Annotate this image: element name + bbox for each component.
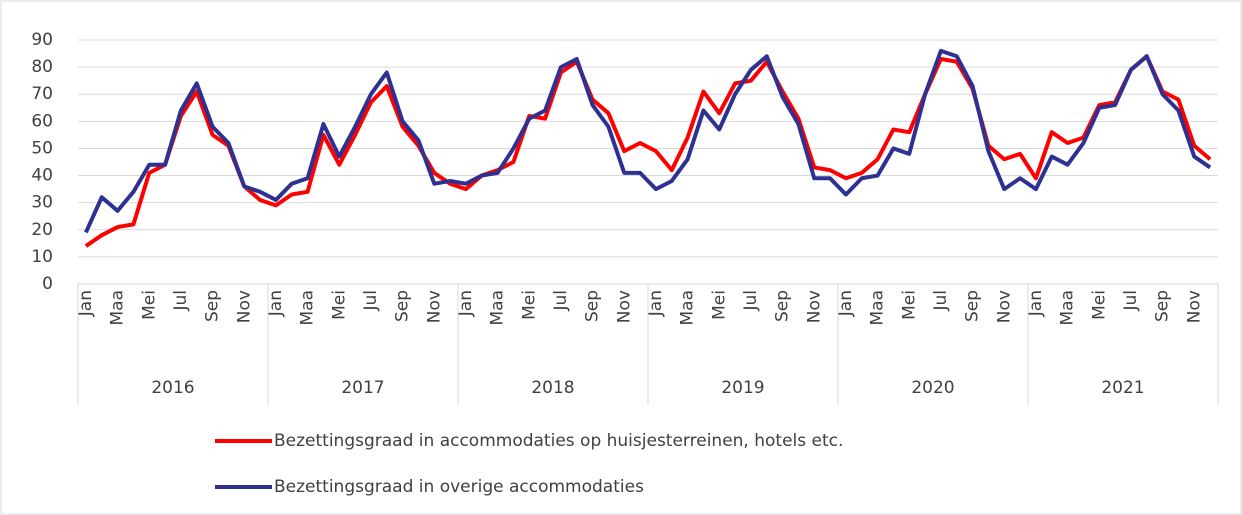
x-tick-label: Mei: [709, 290, 729, 320]
group-label: 2021: [1101, 378, 1144, 398]
group-label: 2016: [151, 378, 194, 398]
series-line: [84, 54, 1212, 248]
x-tick-label: Nov: [804, 290, 824, 323]
x-tick-label: Sep: [963, 290, 983, 322]
x-tick-label: Jul: [171, 290, 191, 312]
x-tick-label: Mei: [139, 290, 159, 320]
group-label: 2019: [721, 378, 764, 398]
x-tick-label: Sep: [773, 290, 793, 322]
x-tick-label: Mei: [1089, 290, 1109, 320]
x-tick-label: Mei: [899, 290, 919, 320]
y-tick-label: 0: [42, 274, 53, 294]
x-tick-label: Nov: [614, 290, 634, 323]
x-tick-label: Jul: [741, 290, 761, 312]
x-tick-label: Maa: [298, 290, 318, 326]
y-tick-label: 40: [31, 166, 53, 186]
x-tick-label: Mei: [329, 290, 349, 320]
y-tick-label: 70: [31, 84, 53, 104]
y-tick-label: 30: [31, 193, 53, 213]
legend-label: Bezettingsgraad in overige accommodaties: [274, 477, 644, 497]
x-tick-label: Nov: [234, 290, 254, 323]
group-label: 2020: [911, 378, 954, 398]
y-tick-label: 60: [31, 111, 53, 131]
x-tick-label: Jul: [551, 290, 571, 312]
y-tick-label: 80: [31, 57, 53, 77]
x-tick-label: Maa: [1058, 290, 1078, 326]
x-tick-label: Nov: [424, 290, 444, 323]
x-tick-label: Jan: [76, 290, 96, 317]
x-tick-label: Mei: [519, 290, 539, 320]
x-tick-label: Jul: [931, 290, 951, 312]
x-tick-label: Jan: [266, 290, 286, 317]
x-tick-label: Jan: [456, 290, 476, 317]
y-tick-label: 20: [31, 220, 53, 240]
y-tick-label: 90: [31, 30, 53, 50]
x-tick-label: Sep: [203, 290, 223, 322]
x-tick-label: Jan: [836, 290, 856, 317]
y-tick-label: 50: [31, 138, 53, 158]
x-tick-label: Jan: [1026, 290, 1046, 317]
x-tick-label: Jul: [361, 290, 381, 312]
x-tick-label: Maa: [488, 290, 508, 326]
y-tick-label: 10: [31, 247, 53, 267]
x-tick-label: Jul: [1121, 290, 1141, 312]
x-tick-label: Maa: [868, 290, 888, 326]
x-tick-label: Sep: [1153, 290, 1173, 322]
group-label: 2017: [341, 378, 384, 398]
x-tick-label: Sep: [393, 290, 413, 322]
legend-label: Bezettingsgraad in accommodaties op huis…: [274, 431, 843, 451]
x-tick-label: Sep: [583, 290, 603, 322]
series-line: [84, 48, 1212, 234]
x-tick-label: Nov: [1184, 290, 1204, 323]
x-tick-label: Nov: [994, 290, 1014, 323]
x-tick-label: Maa: [108, 290, 128, 326]
x-tick-label: Jan: [646, 290, 666, 317]
x-tick-label: Maa: [678, 290, 698, 326]
group-label: 2018: [531, 378, 574, 398]
